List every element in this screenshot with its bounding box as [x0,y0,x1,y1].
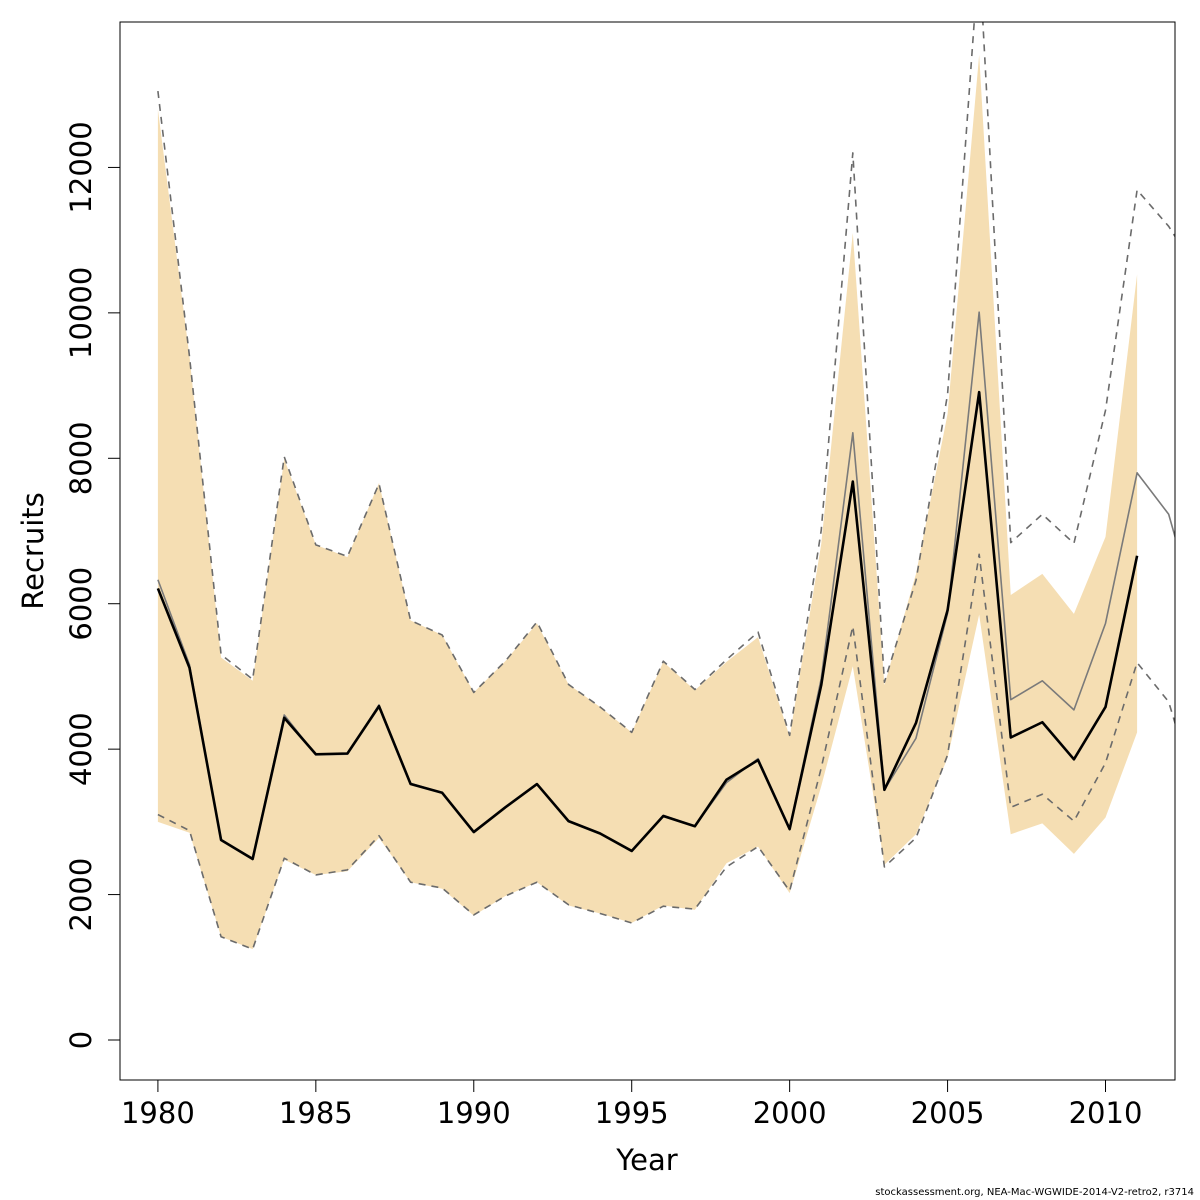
x-tick-label: 1990 [437,1096,511,1130]
x-tick-label: 2000 [753,1096,827,1130]
estimate-line [156,390,1139,861]
x-axis-title: Year [615,1143,677,1177]
x-axis: 1980 1985 1990 1995 2000 2005 2010 [121,1079,1143,1130]
x-tick-label: 2010 [1069,1096,1143,1130]
confidence-band-layer [157,54,1138,950]
y-tick-label: 4000 [64,712,98,786]
footer-credit: stockassessment.org, NEA-Mac-WGWIDE-2014… [875,1187,1194,1198]
x-tick-label: 1995 [595,1096,669,1130]
y-tick-label: 8000 [64,421,98,495]
x-tick-label: 1985 [279,1096,353,1130]
y-tick-label: 10000 [64,267,98,359]
y-axis-title: Recruits [16,492,50,609]
series-lines-layer [156,22,1175,950]
x-tick-label: 2005 [911,1096,985,1130]
y-tick-label: 0 [64,1031,98,1049]
retrospective-lower-line [157,553,1175,950]
y-tick-label: 6000 [64,567,98,641]
y-axis: 0 2000 4000 6000 8000 10000 12000 [64,121,121,1049]
confidence-band-area [157,54,1138,950]
y-tick-label: 2000 [64,858,98,932]
y-tick-label: 12000 [64,121,98,213]
retrospective-upper-line [157,22,1175,737]
x-tick-label: 1980 [121,1096,195,1130]
